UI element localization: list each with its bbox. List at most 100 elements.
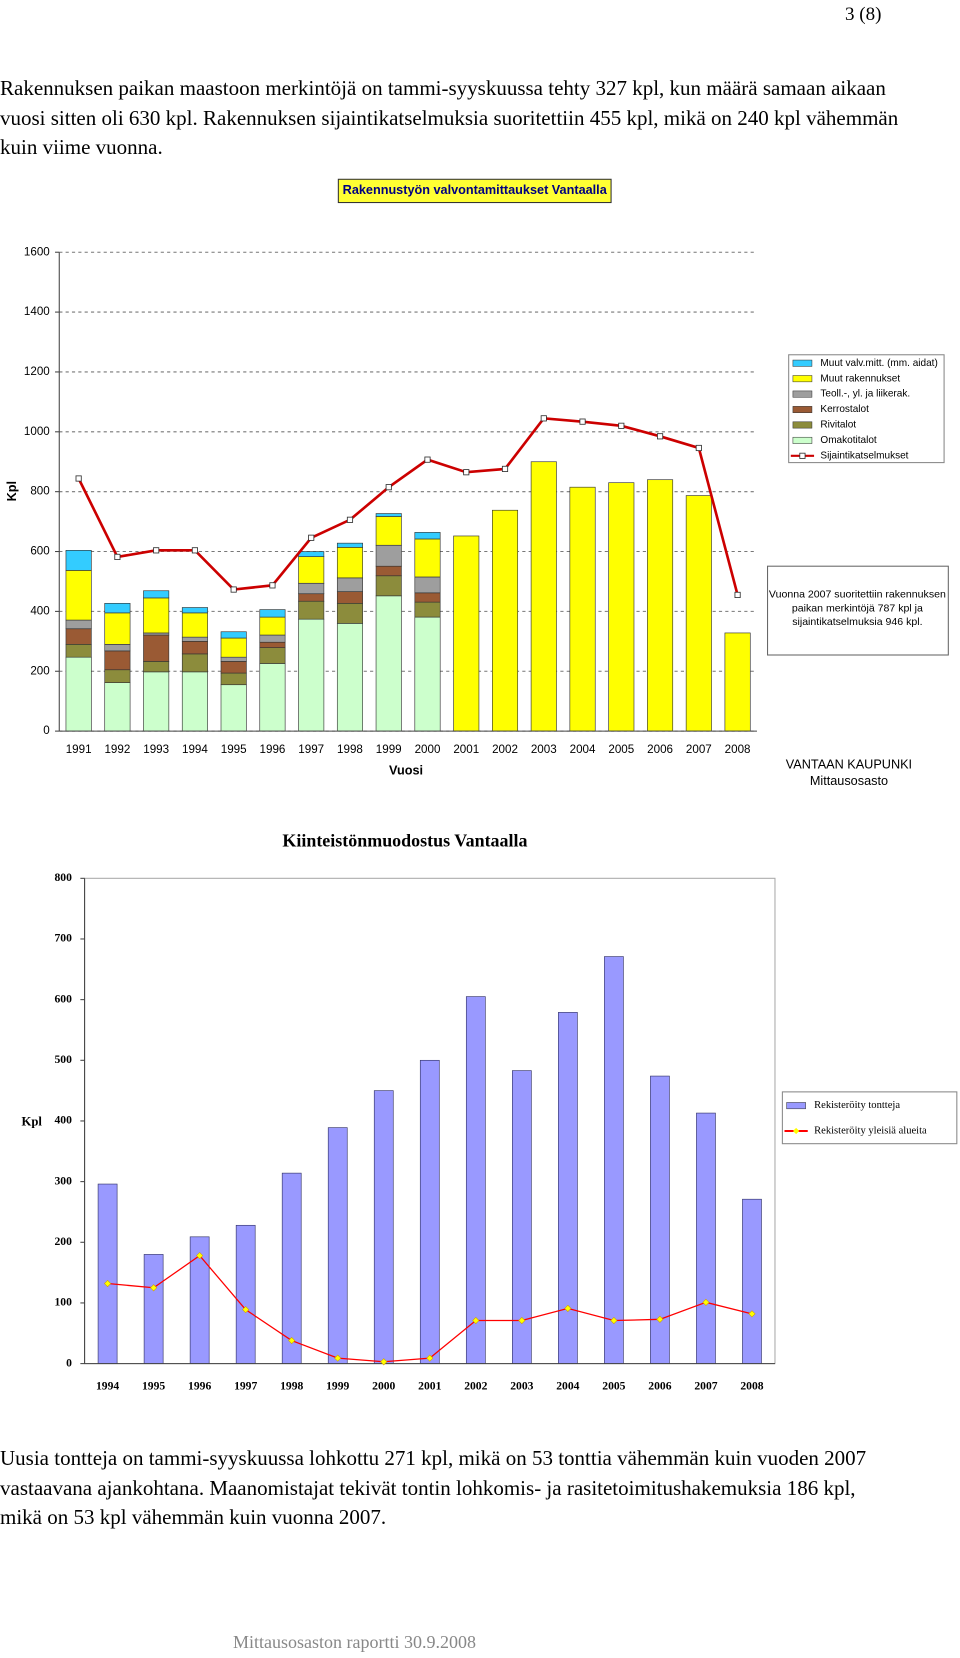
line-marker — [463, 469, 470, 476]
bar — [298, 582, 325, 595]
y-tick-label: 200 — [30, 664, 49, 677]
x-tick-label: 2002 — [464, 1380, 487, 1393]
x-tick-label: 2001 — [453, 743, 479, 756]
x-tick-label: 2005 — [608, 743, 634, 756]
legend-label: Muut rakennukset — [820, 373, 900, 384]
x-tick-label: 1998 — [337, 743, 363, 756]
bar — [181, 653, 208, 673]
line-marker — [114, 553, 121, 560]
line-marker — [380, 1358, 388, 1366]
bar — [220, 684, 247, 732]
bar — [220, 631, 247, 639]
x-tick-label: 2004 — [570, 743, 596, 756]
legend-swatch — [786, 1102, 806, 1110]
line-marker — [656, 1315, 664, 1323]
bar — [327, 1127, 348, 1364]
chart-2: Kiinteistönmuodostus Vantaalla Kpl 0 100 2… — [21, 830, 958, 1393]
bar — [143, 1254, 164, 1364]
chart-1: Rakennustyön valvontamittaukset Vantaall… — [5, 178, 949, 788]
bar — [181, 641, 208, 655]
bar — [336, 577, 363, 592]
bar — [375, 513, 402, 517]
y-tick-label: 800 — [30, 485, 49, 498]
bar — [259, 616, 286, 636]
line-marker — [230, 586, 237, 593]
legend-label: Sijaintikatselmukset — [820, 450, 908, 461]
line-marker — [424, 456, 431, 463]
bar — [336, 542, 363, 548]
y-tick-label: 500 — [54, 1053, 72, 1066]
note-line: paikan merkintöjä 787 kpl ja — [792, 602, 923, 614]
line-marker — [191, 547, 198, 554]
line-marker — [748, 1310, 756, 1318]
note-line: Vuonna 2007 suoritettiin rakennuksen — [769, 589, 946, 601]
legend-box — [788, 354, 945, 464]
bar — [298, 600, 325, 620]
x-tick-label: 1999 — [376, 743, 402, 756]
x-tick-label: 2003 — [531, 743, 557, 756]
x-tick-label: 1999 — [326, 1380, 349, 1393]
y-tick-label: 400 — [30, 604, 49, 617]
y-tick-label: 600 — [30, 545, 49, 558]
bar — [104, 602, 131, 614]
y-tick-label: 300 — [54, 1174, 72, 1187]
bar — [104, 612, 131, 645]
bar — [104, 650, 131, 671]
title-box — [337, 178, 612, 204]
line-marker — [385, 484, 392, 491]
legend-label: Omakotitalot — [820, 435, 877, 446]
bar — [181, 671, 208, 732]
bar — [298, 618, 325, 732]
bar — [685, 495, 712, 732]
line — [77, 416, 739, 596]
note-line: sijaintikatselmuksia 946 kpl. — [792, 616, 922, 628]
line-marker — [308, 534, 315, 541]
legend-swatch — [792, 406, 813, 413]
legend-marker — [799, 452, 806, 459]
bar — [259, 641, 286, 648]
legend-box — [781, 1091, 958, 1145]
x-tick-label: 2006 — [647, 743, 673, 756]
y-tick-label: 100 — [54, 1296, 72, 1309]
bar — [181, 636, 208, 642]
bar — [465, 996, 486, 1364]
bar — [104, 669, 131, 683]
x-tick-label: 2008 — [740, 1380, 763, 1393]
legend-label: Muut valv.mitt. (mm. aidat) — [820, 358, 937, 369]
chart-title: Rakennustyön valvontamittaukset Vantaall… — [343, 183, 608, 197]
bar — [259, 634, 286, 643]
line-marker — [346, 516, 354, 523]
line-marker — [426, 1354, 434, 1362]
bar — [375, 565, 402, 577]
legend-label: Kerrostalot — [820, 404, 869, 415]
paragraph: Uusia tontteja on tammi-syyskuussa lohko… — [0, 1446, 867, 1529]
x-tick-label: 2000 — [415, 743, 441, 756]
x-tick-label: 1997 — [298, 743, 324, 756]
bar — [65, 656, 92, 732]
line-marker — [540, 415, 547, 422]
line-marker — [334, 1354, 342, 1362]
x-tick-label: 1992 — [104, 743, 130, 756]
bar — [414, 532, 441, 540]
bar — [220, 661, 247, 674]
credit: VANTAAN KAUPUNKI — [786, 757, 912, 771]
paragraph: Rakennuksen paikan maastoon merkintöjä o… — [0, 76, 899, 159]
x-tick-label: 2008 — [725, 743, 751, 756]
bar — [181, 607, 208, 614]
bar — [143, 671, 170, 732]
bar — [65, 628, 92, 645]
y-tick-label: 1600 — [24, 245, 50, 258]
y-tick-label: 1000 — [24, 425, 50, 438]
y-tick-label: 200 — [54, 1235, 72, 1248]
bar — [97, 1183, 118, 1364]
bar — [647, 479, 674, 732]
line-marker — [196, 1252, 204, 1260]
bar — [298, 556, 325, 584]
line-marker — [269, 582, 276, 589]
bar — [696, 1112, 716, 1364]
x-tick-label: 1996 — [260, 743, 286, 756]
bar — [259, 663, 286, 732]
line-marker — [564, 1304, 572, 1312]
bar — [608, 482, 635, 732]
